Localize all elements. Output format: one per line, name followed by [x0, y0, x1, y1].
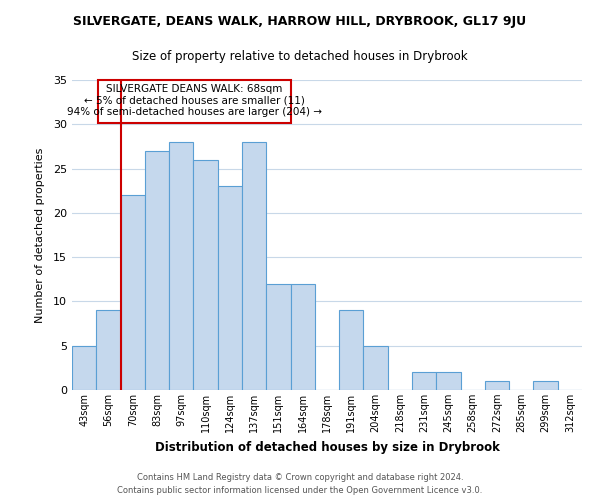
Bar — [72, 346, 96, 390]
Bar — [364, 346, 388, 390]
Bar — [193, 160, 218, 390]
Bar — [121, 195, 145, 390]
Text: 94% of semi-detached houses are larger (204) →: 94% of semi-detached houses are larger (… — [67, 108, 322, 118]
X-axis label: Distribution of detached houses by size in Drybrook: Distribution of detached houses by size … — [155, 440, 499, 454]
Bar — [485, 381, 509, 390]
Text: ← 5% of detached houses are smaller (11): ← 5% of detached houses are smaller (11) — [83, 96, 304, 106]
Text: Size of property relative to detached houses in Drybrook: Size of property relative to detached ho… — [132, 50, 468, 63]
Text: SILVERGATE DEANS WALK: 68sqm: SILVERGATE DEANS WALK: 68sqm — [106, 84, 282, 94]
Bar — [339, 310, 364, 390]
Text: Contains HM Land Registry data © Crown copyright and database right 2024.: Contains HM Land Registry data © Crown c… — [137, 474, 463, 482]
Text: Contains public sector information licensed under the Open Government Licence v3: Contains public sector information licen… — [118, 486, 482, 495]
Bar — [533, 381, 558, 390]
Bar — [290, 284, 315, 390]
Bar — [169, 142, 193, 390]
Bar — [145, 151, 169, 390]
Bar — [436, 372, 461, 390]
FancyBboxPatch shape — [97, 80, 290, 122]
Bar — [412, 372, 436, 390]
Bar — [266, 284, 290, 390]
Bar — [242, 142, 266, 390]
Bar — [96, 310, 121, 390]
Text: SILVERGATE, DEANS WALK, HARROW HILL, DRYBROOK, GL17 9JU: SILVERGATE, DEANS WALK, HARROW HILL, DRY… — [73, 15, 527, 28]
Y-axis label: Number of detached properties: Number of detached properties — [35, 148, 44, 322]
Bar — [218, 186, 242, 390]
